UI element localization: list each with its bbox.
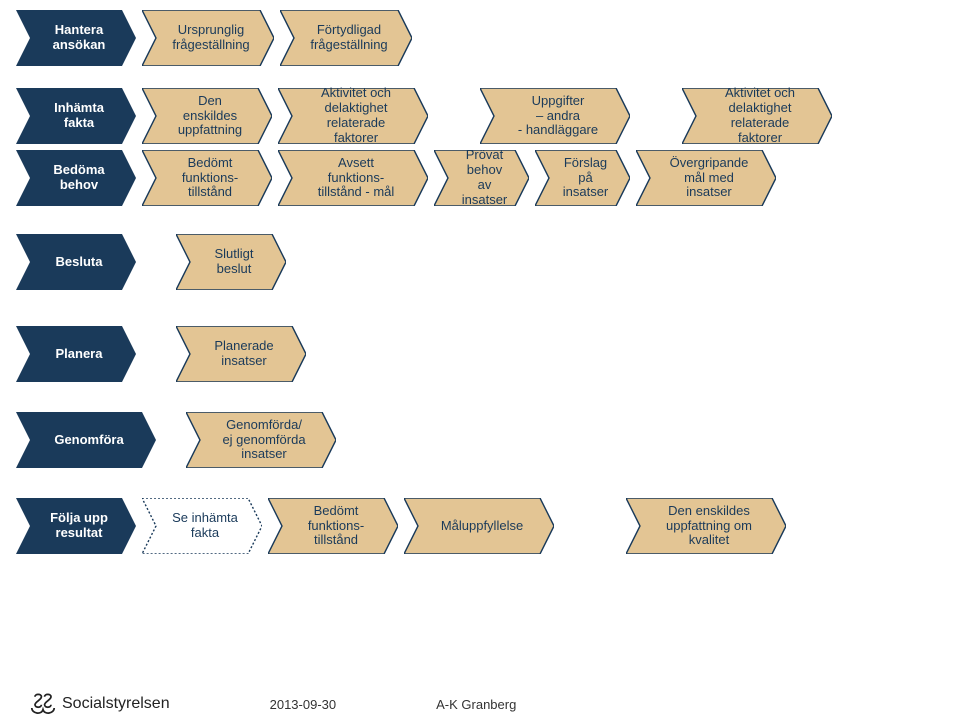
chevron-label: Förslag på insatser xyxy=(563,156,609,201)
phase-chevron: Besluta xyxy=(16,234,136,290)
step-chevron: Avsett funktions- tillstånd - mål xyxy=(278,150,428,206)
step-chevron: Övergripande mål med insatser xyxy=(636,150,776,206)
chevron-label: Genomförda/ ej genomförda insatser xyxy=(222,418,305,463)
chevron-label: Avsett funktions- tillstånd - mål xyxy=(318,156,395,201)
process-row: Inhämta fakta Den enskildes uppfattning … xyxy=(16,88,944,144)
step-chevron: Förslag på insatser xyxy=(535,150,630,206)
chevron-label: Besluta xyxy=(56,255,103,270)
chevron-label: Prövat behov av insatser xyxy=(462,148,508,208)
chevron-label: Hantera ansökan xyxy=(53,23,106,53)
step-chevron: Planerade insatser xyxy=(176,326,306,382)
phase-chevron: Hantera ansökan xyxy=(16,10,136,66)
step-chevron: Prövat behov av insatser xyxy=(434,150,529,206)
process-row: Besluta Slutligt beslut xyxy=(16,234,944,290)
chevron-label: Aktivitet och delaktighet relaterade fak… xyxy=(725,86,795,146)
step-chevron: Bedömt funktions- tillstånd xyxy=(268,498,398,554)
chevron-label: Övergripande mål med insatser xyxy=(670,156,749,201)
chevron-label: Den enskildes uppfattning xyxy=(178,94,242,139)
step-chevron: Aktivitet och delaktighet relaterade fak… xyxy=(682,88,832,144)
step-chevron: Måluppfyllelse xyxy=(404,498,554,554)
chevron-label: Genomföra xyxy=(54,433,123,448)
diagram-rows: Hantera ansökan Ursprunglig frågeställni… xyxy=(16,10,944,554)
process-row: Genomföra Genomförda/ ej genomförda insa… xyxy=(16,412,944,468)
step-chevron: Den enskildes uppfattning om kvalitet xyxy=(626,498,786,554)
chevron-label: Ursprunglig frågeställning xyxy=(172,23,249,53)
chevron-label: Slutligt beslut xyxy=(214,247,253,277)
process-row: Bedöma behov Bedömt funktions- tillstånd… xyxy=(16,150,944,206)
chevron-label: Bedömt funktions- tillstånd xyxy=(308,504,364,549)
chevron-label: Den enskildes uppfattning om kvalitet xyxy=(666,504,752,549)
process-row: Följa upp resultat Se inhämta fakta Bedö… xyxy=(16,498,944,554)
step-chevron: Slutligt beslut xyxy=(176,234,286,290)
chevron-label: Inhämta fakta xyxy=(54,101,104,131)
step-chevron: Genomförda/ ej genomförda insatser xyxy=(186,412,336,468)
process-row: Planera Planerade insatser xyxy=(16,326,944,382)
phase-chevron: Inhämta fakta xyxy=(16,88,136,144)
chevron-label: Planerade insatser xyxy=(214,339,273,369)
step-chevron: Se inhämta fakta xyxy=(142,498,262,554)
socialstyrelsen-icon xyxy=(30,692,56,716)
chevron-label: Förtydligad frågeställning xyxy=(310,23,387,53)
step-chevron: Uppgifter – andra - handläggare xyxy=(480,88,630,144)
step-chevron: Ursprunglig frågeställning xyxy=(142,10,274,66)
phase-chevron: Bedöma behov xyxy=(16,150,136,206)
chevron-label: Måluppfyllelse xyxy=(441,519,523,534)
step-chevron: Bedömt funktions- tillstånd xyxy=(142,150,272,206)
footer-author: A-K Granberg xyxy=(436,697,516,712)
logo-text: Socialstyrelsen xyxy=(62,695,170,713)
step-chevron: Den enskildes uppfattning xyxy=(142,88,272,144)
chevron-label: Följa upp resultat xyxy=(50,511,108,541)
phase-chevron: Följa upp resultat xyxy=(16,498,136,554)
logo: Socialstyrelsen xyxy=(30,692,170,716)
step-chevron: Förtydligad frågeställning xyxy=(280,10,412,66)
chevron-label: Planera xyxy=(56,347,103,362)
chevron-label: Aktivitet och delaktighet relaterade fak… xyxy=(321,86,391,146)
footer: Socialstyrelsen 2013-09-30 A-K Granberg xyxy=(30,692,516,716)
chevron-label: Bedömt funktions- tillstånd xyxy=(182,156,238,201)
footer-date: 2013-09-30 xyxy=(270,697,337,712)
phase-chevron: Genomföra xyxy=(16,412,156,468)
chevron-label: Bedöma behov xyxy=(53,163,104,193)
step-chevron: Aktivitet och delaktighet relaterade fak… xyxy=(278,88,428,144)
phase-chevron: Planera xyxy=(16,326,136,382)
chevron-label: Uppgifter – andra - handläggare xyxy=(518,94,598,139)
chevron-label: Se inhämta fakta xyxy=(172,511,238,541)
process-row: Hantera ansökan Ursprunglig frågeställni… xyxy=(16,10,944,66)
